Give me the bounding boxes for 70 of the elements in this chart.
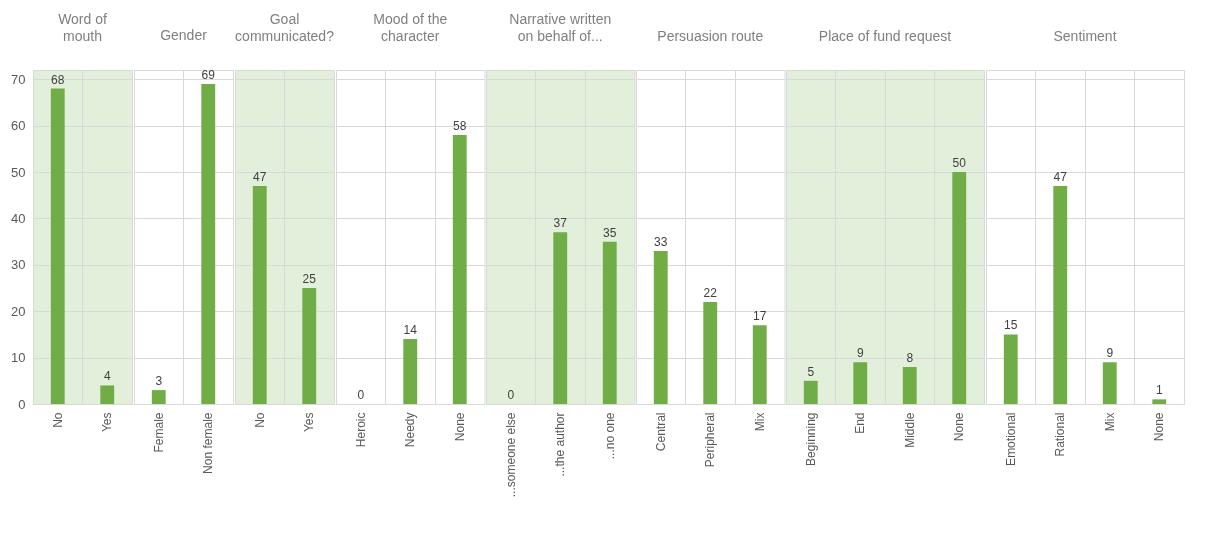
data-label: 22 [703, 285, 718, 300]
data-label: 37 [553, 216, 568, 231]
x-tick-label: End [853, 412, 868, 434]
y-tick-label: 70 [11, 71, 26, 87]
bar [1053, 185, 1068, 404]
x-tick-label: Mix [1102, 412, 1117, 432]
data-label: 9 [1106, 346, 1114, 361]
data-label: 0 [507, 388, 515, 402]
data-label: 1 [1155, 383, 1163, 398]
data-label: 58 [453, 118, 467, 133]
x-tick-label: Female [151, 412, 166, 453]
x-tick-label: No [252, 412, 267, 428]
data-label: 8 [906, 350, 914, 365]
chart-title: Goal communicated? [235, 11, 335, 44]
x-tick-label: None [1152, 412, 1167, 442]
x-tick-label: Needy [403, 412, 418, 448]
data-label: 25 [302, 272, 317, 287]
chart-title: Place of fund request [818, 28, 952, 44]
bar [1003, 334, 1018, 404]
chart-title: Gender [160, 26, 208, 43]
x-tick-label: Middle [902, 412, 917, 448]
x-tick-label: ...the author [553, 412, 568, 477]
x-tick-label: None [952, 412, 967, 442]
y-tick-label: 30 [11, 257, 26, 273]
x-tick-label: Emotional [1003, 412, 1018, 466]
x-tick-label: Heroic [353, 412, 368, 448]
x-tick-label: Peripheral [703, 412, 718, 468]
bar [902, 366, 917, 404]
y-tick-label: 40 [11, 210, 26, 226]
data-label: 9 [856, 346, 864, 361]
x-tick-label: Yes [302, 412, 317, 433]
chart-title: Sentiment [1053, 28, 1117, 44]
data-label: 0 [357, 388, 365, 402]
y-tick-label: 20 [11, 303, 26, 319]
x-tick-label: Rational [1053, 412, 1068, 457]
x-tick-label: None [452, 412, 467, 442]
data-label: 35 [603, 225, 617, 240]
chart-title: Persuasion route [657, 28, 764, 44]
x-tick-label: ...no one [602, 412, 617, 460]
y-tick-label: 10 [11, 350, 26, 366]
data-label: 3 [155, 374, 163, 389]
chart-title: Word of mouth [58, 11, 107, 44]
chart-title: Mood of the character [373, 11, 448, 44]
bar [853, 362, 868, 404]
data-label: 68 [51, 72, 65, 87]
x-tick-label: Non female [201, 412, 216, 474]
bar [803, 380, 818, 404]
data-label: 15 [1004, 318, 1018, 333]
x-tick-label: Beginning [803, 412, 818, 466]
x-tick-label: Mix [752, 412, 767, 432]
data-label: 47 [253, 169, 267, 184]
data-label: 69 [201, 67, 216, 82]
x-tick-label: ...someone else [503, 412, 518, 498]
data-label: 5 [807, 364, 815, 379]
chart-title: Narrative written on behalf of... [509, 11, 612, 44]
x-tick-label: Central [653, 412, 668, 452]
y-tick-label: 0 [18, 396, 26, 412]
y-tick-label: 50 [11, 164, 26, 180]
y-tick-label: 60 [11, 118, 26, 134]
bar [1102, 362, 1117, 404]
data-label: 17 [753, 309, 767, 324]
data-label: 14 [403, 323, 418, 338]
x-tick-label: Yes [100, 412, 115, 433]
x-tick-label: No [50, 412, 65, 428]
bar [952, 172, 967, 404]
data-label: 50 [952, 156, 967, 171]
data-label: 47 [1053, 169, 1068, 184]
data-label: 33 [654, 234, 668, 249]
data-label: 4 [103, 369, 111, 384]
bar [1152, 399, 1167, 404]
